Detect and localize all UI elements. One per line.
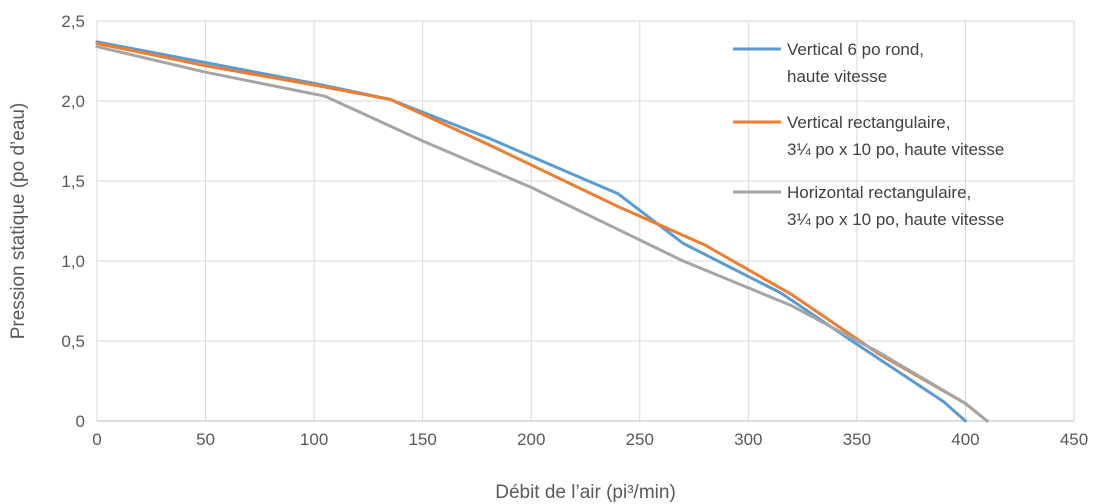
x-axis-title: Débit de l’air (pi³/min) — [495, 482, 676, 503]
y-axis-title: Pression statique (po d’eau) — [8, 103, 29, 340]
series-line-2 — [95, 41, 989, 423]
x-tick-label: 200 — [517, 430, 545, 449]
x-tick-label: 150 — [408, 430, 436, 449]
legend-label-1: haute vitesse — [787, 67, 887, 86]
x-tick-label: 250 — [626, 430, 654, 449]
legend-label-3: Horizontal rectangulaire, — [787, 183, 971, 202]
x-tick-label: 450 — [1060, 430, 1088, 449]
x-tick-label: 100 — [300, 430, 328, 449]
x-tick-label: 50 — [196, 430, 215, 449]
legend-label-3: 3¼ po x 10 po, haute vitesse — [787, 210, 1004, 229]
x-tick-label: 350 — [843, 430, 871, 449]
series-line-1 — [95, 40, 967, 423]
series-layer — [95, 40, 989, 423]
y-tick-label: 1,0 — [61, 252, 85, 271]
legend: Vertical 6 po rond, haute vitesse Vertical… — [733, 40, 1004, 229]
x-tick-label: 400 — [951, 430, 979, 449]
x-tick-label: 300 — [734, 430, 762, 449]
tick-layer: 0 50 100 150 200 250 300 350 400 450 0 0,5 1,0 1,5 2,0… — [61, 12, 1088, 449]
legend-label-1: Vertical 6 po rond, — [787, 40, 924, 59]
y-tick-label: 0,5 — [61, 332, 85, 351]
y-tick-label: 2,5 — [61, 12, 85, 31]
legend-label-2: 3¼ po x 10 po, haute vitesse — [787, 140, 1004, 159]
x-tick-label: 0 — [92, 430, 101, 449]
y-tick-label: 1,5 — [61, 172, 85, 191]
series-line-3 — [95, 45, 989, 423]
y-tick-label: 2,0 — [61, 92, 85, 111]
legend-label-2: Vertical rectangulaire, — [787, 113, 950, 132]
y-tick-label: 0 — [76, 412, 85, 431]
